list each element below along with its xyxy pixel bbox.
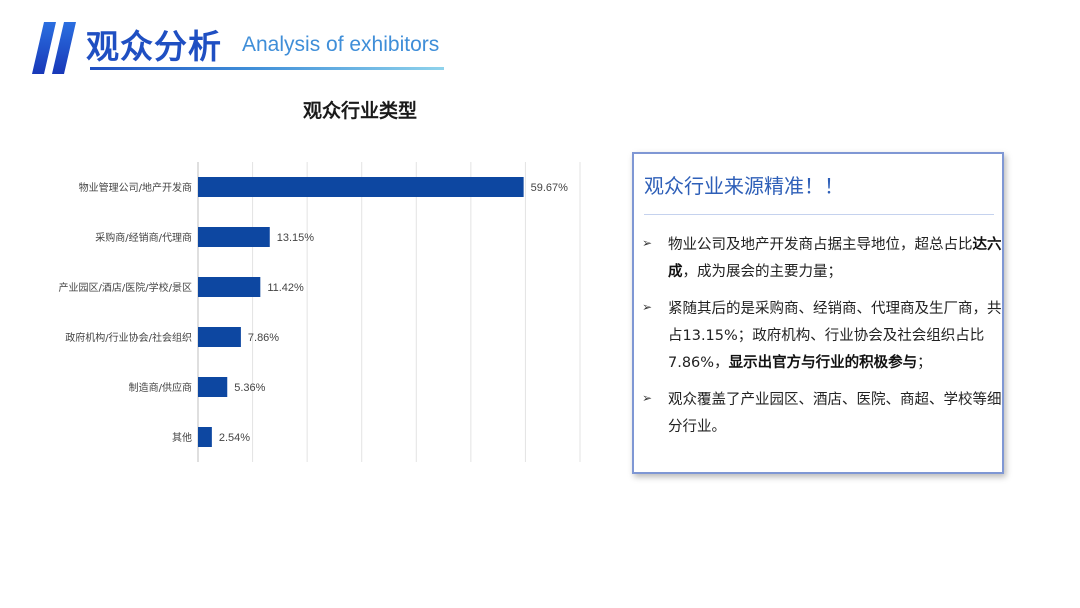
category-label: 其他	[172, 431, 192, 444]
arrow-right-icon: ➢	[642, 300, 653, 314]
title-underline	[90, 67, 444, 70]
bullet-text-part: ；	[917, 355, 932, 371]
bullet-text: 物业公司及地产开发商占据主导地位，超总占比达六成，成为展会的主要力量；	[668, 232, 1002, 286]
bar	[198, 377, 228, 397]
arrow-right-icon: ➢	[642, 236, 653, 250]
industry-bar-chart: 物业管理公司/地产开发商 59.67% 采购商/经销商/代理商 13.15% 产业园区/…	[59, 162, 581, 462]
bar	[198, 327, 241, 347]
data-label: 59.67%	[531, 182, 569, 194]
bullet-item: ➢ 紧随其后的是采购商、经销商、代理商及生厂商，共占13.15%；政府机构、行业协…	[642, 296, 1002, 377]
bullet-text-bold: 显示出官方与行业的积极参与	[728, 355, 918, 371]
bullet-text-part: 物业公司及地产开发商占据主导地位，超总占比	[668, 237, 973, 253]
bullet-text-part: 观众覆盖了产业园区、酒店、医院、商超、学校等细分行业。	[668, 392, 1002, 435]
bullet-text-bold: 达六成	[668, 237, 1002, 280]
category-label: 政府机构/行业协会/社会组织	[65, 331, 192, 344]
data-label: 7.86%	[248, 332, 279, 344]
bar	[198, 427, 212, 447]
page-subtitle: Analysis of exhibitors	[242, 33, 440, 56]
bullet-text: 观众覆盖了产业园区、酒店、医院、商超、学校等细分行业。	[668, 387, 1002, 441]
bar	[198, 227, 270, 247]
arrow-right-icon: ➢	[642, 391, 653, 405]
bullet-text-part: ，成为展会的主要力量；	[682, 264, 843, 280]
data-label: 2.54%	[219, 432, 250, 444]
bar	[198, 177, 524, 197]
panel-title: 观众行业来源精准！！	[644, 174, 844, 198]
panel-divider	[644, 214, 994, 215]
bar	[198, 277, 261, 297]
page-title: 观众分析	[86, 27, 222, 66]
bullet-item: ➢ 物业公司及地产开发商占据主导地位，超总占比达六成，成为展会的主要力量；	[642, 232, 1002, 286]
chart-title: 观众行业类型	[302, 100, 417, 122]
bullet-item: ➢ 观众覆盖了产业园区、酒店、医院、商超、学校等细分行业。	[642, 387, 1002, 441]
bullet-text: 紧随其后的是采购商、经销商、代理商及生厂商，共占13.15%；政府机构、行业协会…	[668, 296, 1002, 377]
data-label: 5.36%	[234, 382, 265, 394]
category-label: 制造商/供应商	[129, 381, 192, 394]
data-label: 13.15%	[277, 232, 315, 244]
page-header: 观众分析 Analysis of exhibitors	[0, 0, 1080, 90]
double-slash-icon	[32, 22, 76, 74]
category-label: 物业管理公司/地产开发商	[79, 181, 192, 194]
data-label: 11.42%	[267, 282, 304, 294]
bullet-text-part: 紧随其后的是采购商、经销商、代理商及生厂商，共占13.15%；政府机构、行业协会…	[668, 301, 1002, 371]
bullet-list: ➢ 物业公司及地产开发商占据主导地位，超总占比达六成，成为展会的主要力量； ➢ 紧随其…	[642, 232, 1002, 451]
summary-panel: 观众行业来源精准！！ ➢ 物业公司及地产开发商占据主导地位，超总占比达六成，成为展…	[632, 152, 1004, 474]
category-label: 产业园区/酒店/医院/学校/景区	[59, 281, 192, 294]
category-label: 采购商/经销商/代理商	[95, 231, 192, 244]
